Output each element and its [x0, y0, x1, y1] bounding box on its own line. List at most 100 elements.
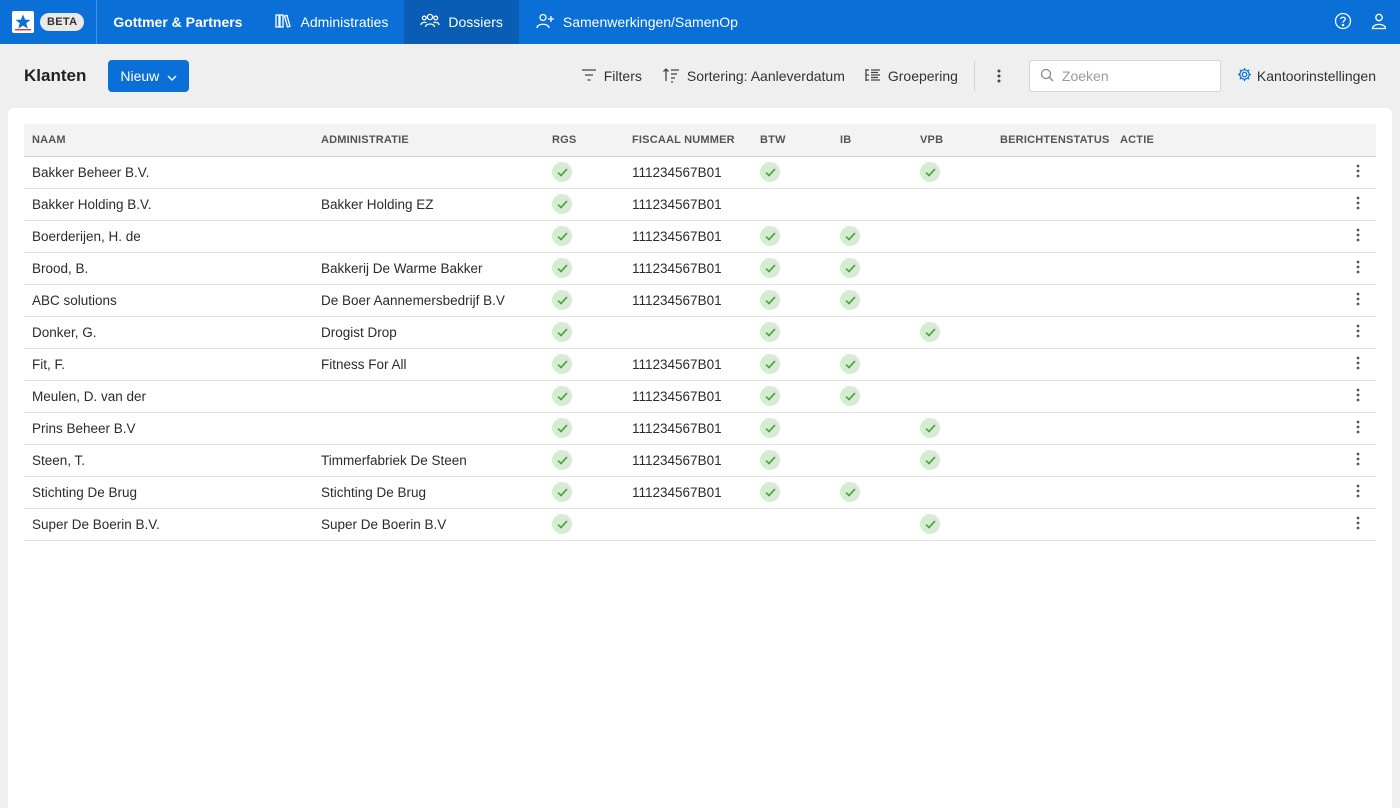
office-settings-button[interactable]: Kantoorinstellingen [1237, 67, 1376, 85]
row-menu-icon[interactable] [1356, 388, 1360, 402]
top-nav-bar: BETA Gottmer & Partners Administraties D… [0, 0, 1400, 44]
cell-naam[interactable]: Super De Boerin B.V. [24, 508, 313, 541]
column-header-rgs[interactable]: RGS [544, 124, 624, 157]
cell-naam[interactable]: ABC solutions [24, 284, 313, 317]
check-icon [760, 322, 780, 342]
table-row[interactable]: Meulen, D. van der 111234567B01 [24, 380, 1376, 413]
chevron-down-icon [167, 68, 177, 84]
row-menu-icon[interactable] [1356, 452, 1360, 466]
check-icon [920, 514, 940, 534]
cell-ib [832, 188, 912, 221]
row-menu-icon[interactable] [1356, 516, 1360, 530]
cell-fiscaal-nummer: 111234567B01 [624, 284, 752, 317]
table-row[interactable]: Super De Boerin B.V. Super De Boerin B.V [24, 508, 1376, 541]
cell-naam[interactable]: Donker, G. [24, 316, 313, 349]
nav-administraties[interactable]: Administraties [258, 0, 404, 44]
check-icon [840, 258, 860, 278]
user-account-icon[interactable] [1370, 12, 1388, 33]
search-field[interactable] [1028, 60, 1221, 92]
row-menu-icon[interactable] [1356, 484, 1360, 498]
row-menu-icon[interactable] [1356, 292, 1360, 306]
cell-naam[interactable]: Meulen, D. van der [24, 380, 313, 413]
toolbar-tools: Filters Sortering: Aanleverdatum Groeper… [581, 60, 1376, 92]
check-icon [920, 418, 940, 438]
table-row[interactable]: Boerderijen, H. de 111234567B01 [24, 220, 1376, 253]
table-row[interactable]: ABC solutions De Boer Aannemersbedrijf B.… [24, 284, 1376, 317]
cell-actie [1112, 412, 1212, 445]
cell-administratie: De Boer Aannemersbedrijf B.V [313, 284, 544, 317]
column-header-ib[interactable]: IB [832, 124, 912, 157]
table-row[interactable]: Bakker Holding B.V. Bakker Holding EZ 1112… [24, 188, 1376, 221]
cell-btw [752, 156, 832, 189]
nav-samenwerkingen[interactable]: Samenwerkingen/SamenOp [519, 0, 754, 44]
column-header-administratie[interactable]: ADMINISTRATIE [313, 124, 544, 157]
check-icon [920, 322, 940, 342]
cell-naam[interactable]: Bakker Holding B.V. [24, 188, 313, 221]
cell-naam[interactable]: Stichting De Brug [24, 476, 313, 509]
cell-naam[interactable]: Bakker Beheer B.V. [24, 156, 313, 189]
group-button[interactable]: Groepering [865, 68, 958, 85]
filters-button[interactable]: Filters [581, 68, 642, 85]
table-row[interactable]: Stichting De Brug Stichting De Brug 111234… [24, 476, 1376, 509]
cell-fiscaal-nummer: 111234567B01 [624, 348, 752, 381]
cell-naam[interactable]: Brood, B. [24, 252, 313, 285]
column-header-fiscaal-nummer[interactable]: FISCAAL NUMMER [624, 124, 752, 157]
cell-row-menu [1212, 348, 1376, 381]
cell-btw [752, 348, 832, 381]
table-row[interactable]: Donker, G. Drogist Drop [24, 316, 1376, 349]
more-options-icon[interactable] [989, 69, 1009, 83]
cell-fiscaal-nummer [624, 508, 752, 541]
cell-ib [832, 508, 912, 541]
gear-icon [1237, 67, 1252, 85]
row-menu-icon[interactable] [1356, 356, 1360, 370]
cell-btw [752, 316, 832, 349]
table-row[interactable]: Prins Beheer B.V 111234567B01 [24, 412, 1376, 445]
row-menu-icon[interactable] [1356, 164, 1360, 178]
row-menu-icon[interactable] [1356, 196, 1360, 210]
cell-vpb [912, 380, 992, 413]
row-menu-icon[interactable] [1356, 324, 1360, 338]
column-header-actie[interactable]: ACTIE [1112, 124, 1212, 157]
cell-administratie: Drogist Drop [313, 316, 544, 349]
search-input[interactable] [1061, 68, 1202, 84]
grouping-icon [865, 68, 881, 85]
cell-btw [752, 220, 832, 253]
cell-btw [752, 284, 832, 317]
help-icon[interactable] [1334, 12, 1352, 33]
nav-dossiers[interactable]: Dossiers [404, 0, 519, 44]
cell-row-menu [1212, 508, 1376, 541]
page-toolbar: Klanten Nieuw Filters Sortering: Aanleve… [0, 44, 1400, 108]
star-logo-icon[interactable] [12, 11, 34, 33]
new-button[interactable]: Nieuw [108, 60, 190, 92]
org-name[interactable]: Gottmer & Partners [113, 14, 243, 30]
row-menu-icon[interactable] [1356, 228, 1360, 242]
column-header-naam[interactable]: NAAM [24, 124, 313, 157]
column-header-vpb[interactable]: VPB [912, 124, 992, 157]
cell-ib [832, 284, 912, 317]
cell-row-menu [1212, 476, 1376, 509]
cell-naam[interactable]: Fit, F. [24, 348, 313, 381]
cell-naam[interactable]: Prins Beheer B.V [24, 412, 313, 445]
cell-naam[interactable]: Steen, T. [24, 444, 313, 477]
check-icon [552, 354, 572, 374]
table-row[interactable]: Fit, F. Fitness For All 111234567B01 [24, 348, 1376, 381]
cell-row-menu [1212, 412, 1376, 445]
column-header-berichtenstatus[interactable]: BERICHTENSTATUS [992, 124, 1112, 157]
cell-ib [832, 348, 912, 381]
sort-button[interactable]: Sortering: Aanleverdatum [662, 67, 845, 86]
cell-naam[interactable]: Boerderijen, H. de [24, 220, 313, 253]
cell-rgs [544, 380, 624, 413]
column-header-btw[interactable]: BTW [752, 124, 832, 157]
check-icon [552, 482, 572, 502]
cell-row-menu [1212, 156, 1376, 189]
row-menu-icon[interactable] [1356, 420, 1360, 434]
group-label: Groepering [887, 68, 958, 84]
table-row[interactable]: Steen, T. Timmerfabriek De Steen 111234567… [24, 444, 1376, 477]
cell-btw [752, 444, 832, 477]
table-row[interactable]: Brood, B. Bakkerij De Warme Bakker 1112345… [24, 252, 1376, 285]
table-row[interactable]: Bakker Beheer B.V. 111234567B01 [24, 156, 1376, 189]
row-menu-icon[interactable] [1356, 260, 1360, 274]
cell-berichtenstatus [992, 156, 1112, 189]
table-body: Bakker Beheer B.V. 111234567B01 Bakker Hol… [24, 156, 1376, 541]
check-icon [760, 258, 780, 278]
